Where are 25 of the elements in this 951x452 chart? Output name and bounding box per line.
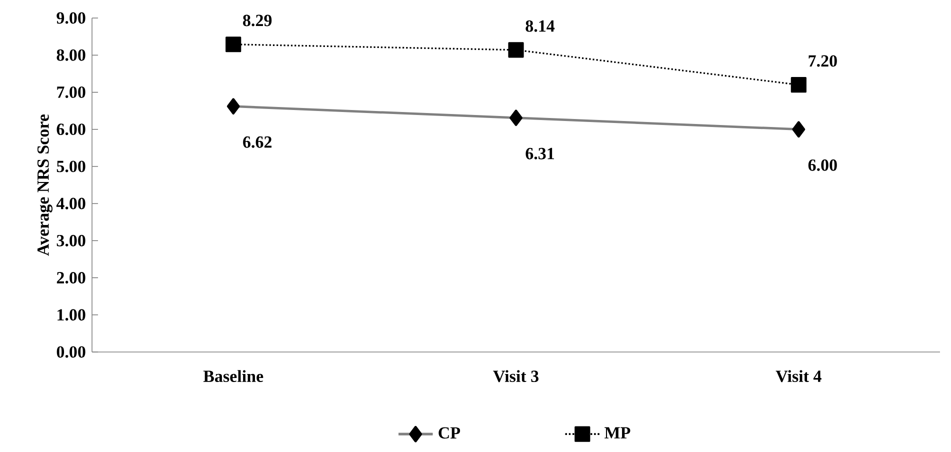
point bbox=[508, 42, 524, 58]
legend-label: CP bbox=[438, 427, 460, 439]
y-tick-label: 2.00 bbox=[56, 272, 86, 284]
data-label: 6.62 bbox=[243, 136, 272, 148]
y-tick-label: 0.00 bbox=[56, 346, 86, 358]
data-label: 8.14 bbox=[526, 20, 555, 32]
y-tick-label: 1.00 bbox=[58, 309, 86, 321]
x-tick-label: Visit 3 bbox=[493, 370, 538, 382]
y-tick-label: 6.00 bbox=[56, 124, 86, 136]
point bbox=[226, 36, 242, 52]
y-tick-label: 3.00 bbox=[56, 234, 86, 246]
data-label: 7.20 bbox=[808, 55, 837, 67]
y-tick-label: 4.00 bbox=[56, 198, 86, 210]
y-tick-label: 7.00 bbox=[57, 86, 86, 98]
x-tick-label: Baseline bbox=[203, 370, 264, 382]
data-label: 6.00 bbox=[808, 159, 837, 171]
legend-label: MP bbox=[604, 427, 630, 438]
data-label: 8.29 bbox=[243, 14, 272, 26]
data-label: 6.31 bbox=[526, 148, 554, 160]
y-tick-label: 8.00 bbox=[56, 49, 86, 61]
y-tick-label: 9.00 bbox=[56, 12, 86, 24]
y-tick-label: 5.00 bbox=[56, 160, 86, 172]
point bbox=[790, 77, 806, 93]
x-tick-label: Visit 4 bbox=[776, 370, 822, 382]
y-axis-title: Average NRS Score bbox=[37, 114, 52, 256]
